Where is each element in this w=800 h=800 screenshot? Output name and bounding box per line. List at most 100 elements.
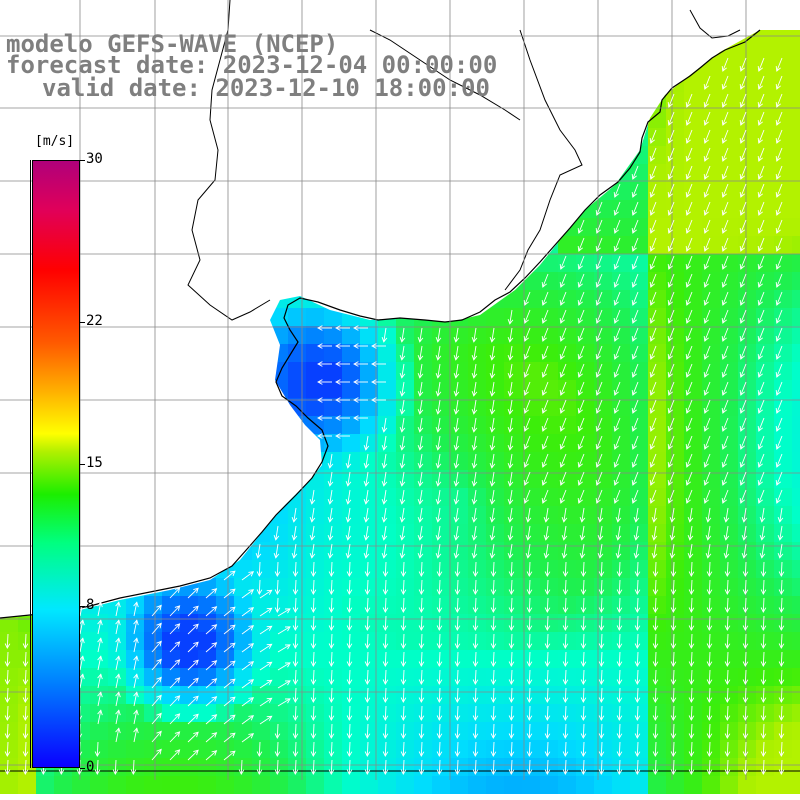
wind-arrow-shaft (276, 723, 279, 739)
wind-arrow-head (613, 318, 619, 324)
wind-cell (504, 704, 522, 722)
wind-arrow-head (229, 606, 236, 613)
wind-cell (504, 650, 522, 668)
wind-cell (306, 722, 324, 740)
wind-arrow-head (472, 607, 479, 613)
wind-arrow-head (595, 318, 601, 324)
wind-arrow-head (292, 625, 299, 631)
wind-arrow-shaft (704, 327, 711, 342)
wind-arrow-shaft (686, 273, 693, 288)
wind-cell (216, 686, 234, 704)
wind-arrow-shaft (563, 525, 567, 540)
wind-arrow-shaft (294, 687, 297, 703)
wind-arrow-shaft (275, 543, 279, 558)
wind-arrow-shaft (492, 705, 495, 721)
wind-cell (522, 578, 540, 596)
wind-arrow-shaft (776, 435, 783, 450)
wind-cell (360, 506, 378, 524)
wind-arrow-shaft (348, 705, 351, 721)
wind-cell (180, 686, 198, 704)
wind-arrow-shaft (419, 471, 423, 486)
wind-arrow-shaft (474, 561, 477, 577)
wind-cell (306, 308, 324, 326)
wind-arrow-shaft (740, 183, 747, 198)
wind-arrow-shaft (762, 633, 765, 649)
wind-arrow-shaft (474, 759, 477, 775)
wind-arrow-head (613, 246, 619, 252)
wind-arrow-shaft (725, 525, 729, 540)
wind-arrow-head (346, 715, 353, 721)
wind-arrow-head (22, 697, 29, 703)
wind-cell (360, 632, 378, 650)
wind-arrow-shaft (668, 273, 675, 288)
wind-cell (702, 686, 720, 704)
wind-arrow-head (544, 589, 551, 595)
wind-arrow-head (688, 571, 695, 577)
wind-arrow-shaft (686, 291, 693, 306)
wind-arrow-shaft (329, 525, 333, 540)
wind-arrow-shaft (438, 741, 441, 757)
wind-cell (342, 452, 360, 470)
wind-arrow-head (688, 643, 695, 649)
wind-arrow-shaft (780, 759, 783, 775)
wind-arrow-head (274, 751, 281, 757)
wind-arrow-head (335, 415, 341, 421)
wind-arrow-shaft (24, 705, 27, 721)
wind-arrow-head (739, 120, 745, 126)
wind-cell (504, 344, 522, 362)
wind-arrow-shaft (636, 597, 639, 613)
wind-arrow-head (346, 661, 353, 667)
wind-arrow-shaft (614, 309, 621, 324)
wind-cell (252, 668, 270, 686)
wind-cell (720, 686, 738, 704)
wind-arrow-head (133, 727, 139, 734)
wind-arrow-head (559, 390, 565, 396)
wind-arrow-head (381, 498, 388, 505)
wind-arrow-shaft (524, 309, 531, 324)
wind-arrow-head (778, 751, 785, 757)
wind-arrow-head (238, 769, 245, 775)
wind-arrow-shaft (96, 741, 99, 757)
wind-cell (702, 722, 720, 740)
wind-cell (414, 524, 432, 542)
wind-cell (486, 362, 504, 380)
wind-arrow-shaft (151, 713, 162, 725)
wind-arrow-head (559, 426, 565, 432)
wind-arrow-head (266, 697, 273, 703)
wind-arrow-head (400, 679, 407, 685)
wind-arrow-head (266, 643, 273, 649)
wind-arrow-head (274, 769, 281, 775)
wind-cell (0, 758, 18, 776)
wind-cell (630, 596, 648, 614)
wind-cell (414, 416, 432, 434)
wind-cell (738, 614, 756, 632)
wind-arrow-head (724, 769, 731, 775)
wind-arrow-shaft (524, 435, 531, 450)
wind-arrow-shaft (722, 183, 729, 198)
wind-arrow-shaft (223, 570, 236, 581)
wind-cell (342, 344, 360, 362)
wind-arrow-head (721, 498, 727, 504)
wind-arrow-head (400, 733, 407, 739)
wind-arrow-head (760, 625, 767, 631)
wind-arrow-head (739, 66, 745, 72)
wind-arrow-shaft (241, 607, 254, 617)
wind-arrow-head (688, 715, 695, 721)
wind-arrow-shaft (456, 705, 459, 721)
wind-arrow-shaft (223, 750, 236, 761)
wind-arrow-head (595, 336, 601, 342)
wind-cell (378, 434, 396, 452)
wind-cell (414, 704, 432, 722)
wind-arrow-head (778, 697, 785, 703)
wind-arrow-shaft (578, 417, 585, 432)
wind-arrow-head (382, 733, 389, 739)
wind-arrow-head (703, 426, 709, 432)
wind-arrow-head (292, 751, 299, 757)
wind-arrow-head (523, 318, 529, 324)
wind-arrow-head (4, 733, 11, 739)
wind-cell (162, 668, 180, 686)
wind-arrow-head (400, 715, 407, 721)
wind-arrow-shaft (455, 489, 459, 504)
wind-cell (468, 452, 486, 470)
wind-arrow-shaft (524, 291, 531, 306)
